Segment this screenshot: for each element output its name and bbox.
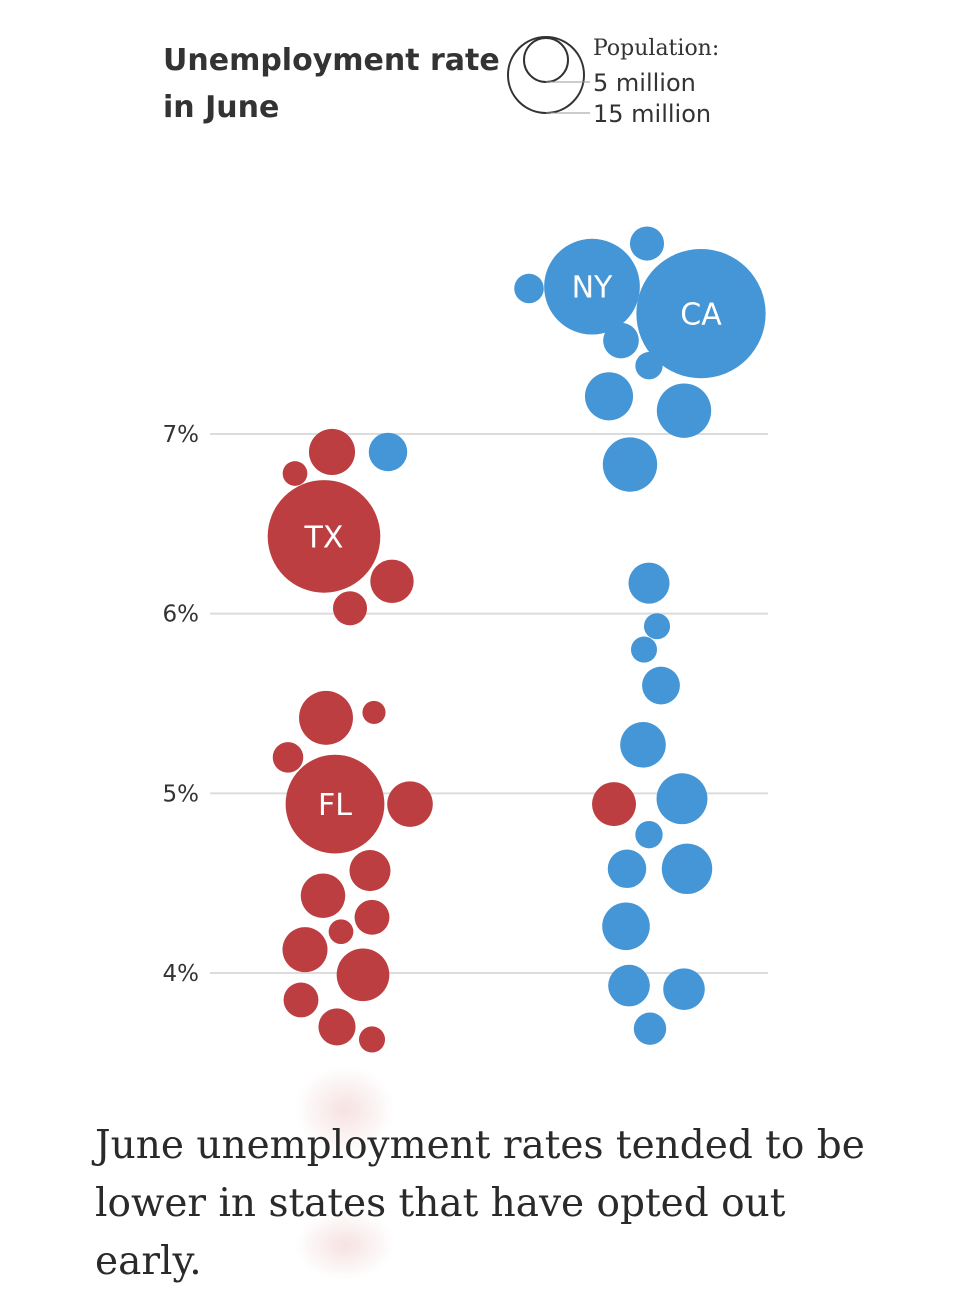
legend-heading: Population: xyxy=(593,36,719,61)
bubble-left-4[interactable] xyxy=(370,559,414,604)
chart-caption: June unemployment rates tended to be low… xyxy=(95,1123,865,1284)
bubble-label-ny: NY xyxy=(572,271,613,306)
y-tick-labels: 4% 5% 6% 7% xyxy=(163,422,200,987)
bubble-right-12[interactable] xyxy=(642,666,680,705)
bubble-left-11[interactable] xyxy=(349,850,391,892)
bubble-left-13[interactable] xyxy=(354,899,390,935)
bubble-left-7[interactable] xyxy=(362,700,386,725)
tick-label-7: 7% xyxy=(163,422,200,448)
bubble-ny[interactable] xyxy=(544,238,640,335)
legend-circle-5-million xyxy=(523,37,569,83)
bubble-right-8[interactable] xyxy=(602,437,658,492)
bubble-right-1[interactable] xyxy=(514,273,544,304)
bubble-left-1[interactable] xyxy=(368,432,408,472)
state-bubbles: TX FL NY CA xyxy=(267,226,766,1053)
bubble-right-7[interactable] xyxy=(656,383,712,438)
tick-label-5: 5% xyxy=(163,781,200,807)
tick-label-6: 6% xyxy=(163,602,200,628)
bubble-right-5[interactable] xyxy=(635,352,663,380)
bubble-left-12[interactable] xyxy=(300,873,346,918)
bubble-right-11[interactable] xyxy=(630,636,658,663)
legend-label-15-million: 15 million xyxy=(593,100,711,128)
bubble-label-ca: CA xyxy=(680,298,722,333)
bubble-right-21[interactable] xyxy=(663,968,705,1011)
chart-title-line-2: in June xyxy=(163,90,279,125)
chart-title-line-1: Unemployment rate xyxy=(163,43,500,78)
bubble-right-4[interactable] xyxy=(603,322,639,359)
population-size-legend: Population: 5 million 15 million xyxy=(507,36,719,128)
faded-bubble-shadow-lower xyxy=(295,1210,395,1280)
bubble-ca[interactable] xyxy=(636,248,766,379)
legend-circle-15-million xyxy=(507,36,585,114)
bubble-right-13[interactable] xyxy=(620,722,666,768)
bubble-left-6[interactable] xyxy=(299,690,353,745)
faded-bubble-shadow xyxy=(295,1065,395,1155)
unemployment-bubble-chart: Unemployment rate in June Population: 5 … xyxy=(163,36,768,1053)
bubble-left-14[interactable] xyxy=(328,919,354,945)
bubble-right-20[interactable] xyxy=(608,964,650,1007)
bubble-right-19[interactable] xyxy=(602,902,650,951)
bubble-label-tx: TX xyxy=(304,520,344,555)
bubble-right-10[interactable] xyxy=(643,613,671,640)
bubble-right-15[interactable] xyxy=(656,773,708,825)
bubble-right-22[interactable] xyxy=(633,1012,667,1045)
bubble-right-16[interactable] xyxy=(635,820,663,849)
bubble-right-6[interactable] xyxy=(584,372,634,421)
bubble-right-17[interactable] xyxy=(607,849,647,889)
bubble-left-5[interactable] xyxy=(332,591,368,626)
bubble-left-10[interactable] xyxy=(387,781,433,827)
bubble-label-fl: FL xyxy=(318,788,352,823)
bubble-left-2[interactable] xyxy=(282,461,308,486)
bubble-left-19[interactable] xyxy=(358,1026,386,1053)
legend-label-5-million: 5 million xyxy=(593,69,696,97)
bubble-left-8[interactable] xyxy=(272,742,304,773)
bubble-fl[interactable] xyxy=(285,754,385,854)
bubble-right-18[interactable] xyxy=(661,843,713,895)
bubble-left-17[interactable] xyxy=(283,982,319,1018)
bubble-right-0[interactable] xyxy=(629,226,665,261)
bubble-left-0[interactable] xyxy=(308,428,356,476)
tick-label-4: 4% xyxy=(163,961,200,987)
bubble-right-14[interactable] xyxy=(592,782,636,827)
bubble-tx[interactable] xyxy=(267,480,381,593)
chart-title: Unemployment rate in June xyxy=(163,43,500,125)
bubble-left-15[interactable] xyxy=(282,927,328,973)
bubble-right-9[interactable] xyxy=(628,562,670,604)
bubble-left-16[interactable] xyxy=(336,948,390,1002)
bubble-left-18[interactable] xyxy=(318,1008,356,1046)
